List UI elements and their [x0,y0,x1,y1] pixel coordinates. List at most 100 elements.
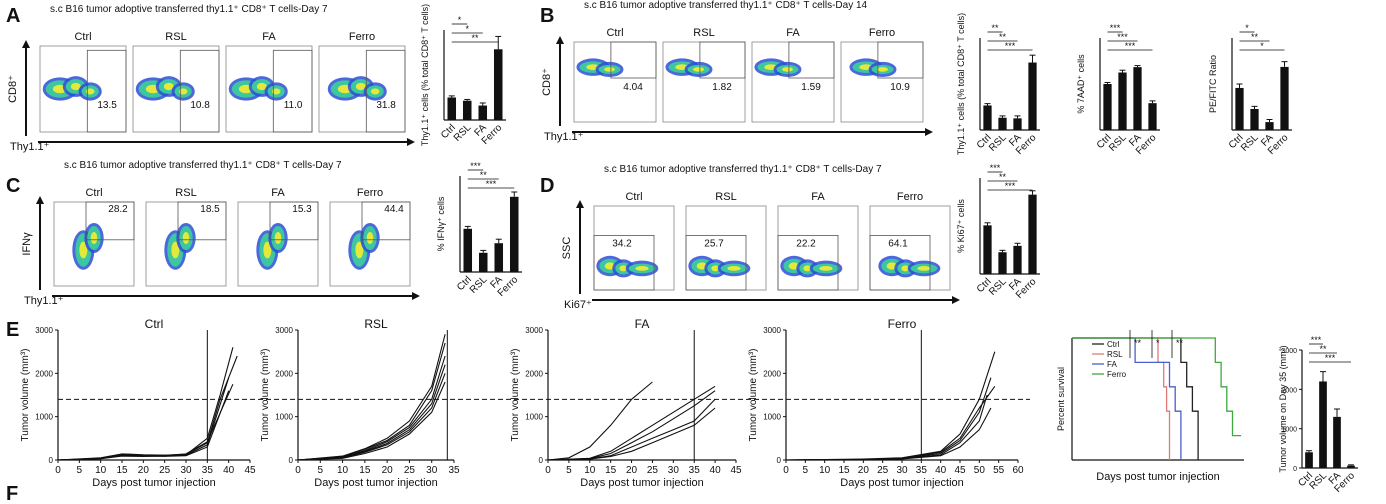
y-tick-label: 0 [539,456,544,465]
x-tick-label: 5 [803,465,809,476]
cell-population [782,67,793,72]
x-tick-label: 0 [295,465,301,476]
x-tick-label: 45 [954,465,966,476]
significance-label: *** [1117,32,1128,42]
bar [983,225,992,274]
bar [1319,381,1327,468]
x-tick-label: 15 [116,465,128,476]
significance-label: * [465,24,469,34]
y-axis-label: IFNγ [21,232,33,256]
flow-plot-label: FA [262,31,276,43]
y-tick-label: 0 [777,456,782,465]
x-tick-label: 0 [783,465,789,476]
x-tick-label: 35 [448,465,460,476]
flow-plot-frame [777,205,859,291]
category-label: RSL [468,274,490,296]
x-tick-label: 15 [838,465,850,476]
bar [463,228,473,272]
significance-label: ** [1251,32,1259,42]
x-tick-label: 35 [689,465,701,476]
gate-box [869,234,931,291]
significance-label: *** [1325,353,1336,363]
gate-percentage: 10.8 [190,100,210,111]
legend-label: Ferro [1107,370,1127,379]
gate-box [610,41,657,79]
legend-label: RSL [1107,350,1123,359]
significance-label: ** [1319,344,1327,354]
bar [1265,122,1274,130]
y-axis-label: PE/FITC Ratio [1208,55,1218,113]
bar [998,252,1007,274]
cell-population [163,82,174,91]
x-tick-label: 20 [382,465,394,476]
survival-line-ctrl [1072,337,1199,460]
cell-population [256,82,267,91]
cell-population [274,232,282,244]
flow-plot-label: Ctrl [625,191,642,203]
y-axis-label: Tumor volume (mm³) [748,349,759,442]
bar [1305,452,1313,468]
flow-plot-frame [662,41,746,123]
y-axis-label: CD8⁺ [541,68,553,96]
y-axis-label: % 7AAD⁺ cells [1076,54,1086,114]
x-tick-label: 10 [337,465,349,476]
y-tick-label: 2000 [275,369,293,378]
panel-letter-b: B [540,5,554,27]
cell-population [693,67,704,72]
gate-box [86,49,127,133]
gate-percentage: 64.1 [888,238,908,249]
bar [1347,465,1355,468]
panel-letter-c: C [6,175,20,197]
significance-label: ** [1176,338,1184,348]
y-axis-label: Percent survival [1056,367,1066,431]
gate-percentage: 18.5 [200,204,220,215]
flow-plot-label: RSL [715,191,736,203]
mouse-growth-line [297,381,446,461]
x-tick-label: 25 [647,465,659,476]
x-tick-label: 50 [974,465,986,476]
y-tick-label: 2000 [525,369,543,378]
gate-box [699,41,746,79]
significance-label: *** [1005,181,1016,191]
significance-label: * [1260,41,1264,51]
growth-chart-E-RSL: RSL 0 1000 2000 3000 0 5 10 15 20 25 30 35 Days post … [260,317,460,489]
x-tick-label: 30 [896,465,908,476]
growth-chart-E-Ferro: Ferro 0 1000 2000 3000 0 5 10 15 20 25 30 35 40 45 50 55… [748,317,1024,489]
y-axis-label: CD8⁺ [7,75,19,103]
flow-plot-label: Ctrl [74,31,91,43]
flow-plot-label: FA [786,27,800,39]
significance-label: *** [1110,23,1121,33]
significance-label: *** [470,161,481,171]
category-label: RSL [987,132,1009,154]
x-axis-label: Days post tumor injection [580,477,704,489]
cell-population [366,232,374,244]
x-axis-label: Days post tumor injection [314,477,438,489]
bar [494,243,504,272]
flow-plot-label: Ctrl [606,27,623,39]
mouse-growth-line [57,377,230,461]
bar [447,97,457,120]
survival-line-rsl [1072,337,1171,460]
x-tick-label: 40 [710,465,722,476]
y-tick-label: 1000 [35,413,53,422]
cell-population [70,82,81,91]
gate-percentage: 1.82 [712,82,732,93]
y-tick-label: 0 [49,456,54,465]
flow-plot-frame [573,41,657,123]
y-tick-label: 0 [1293,466,1297,473]
category-label: RSL [987,276,1009,298]
chart-title: RSL [364,317,388,331]
x-tick-label: 0 [545,465,551,476]
chart-title: Ferro [888,317,917,331]
gate-percentage: 25.7 [704,238,724,249]
cell-population [355,241,364,259]
category-label: RSL [1308,470,1330,492]
gate-percentage: 10.9 [890,82,910,93]
mouse-growth-line [547,390,716,461]
gate-box [269,201,319,241]
significance-label: ** [1134,338,1142,348]
y-axis-label: Thy1.1⁺ cells (% total CD8⁺ T cells) [956,13,966,155]
